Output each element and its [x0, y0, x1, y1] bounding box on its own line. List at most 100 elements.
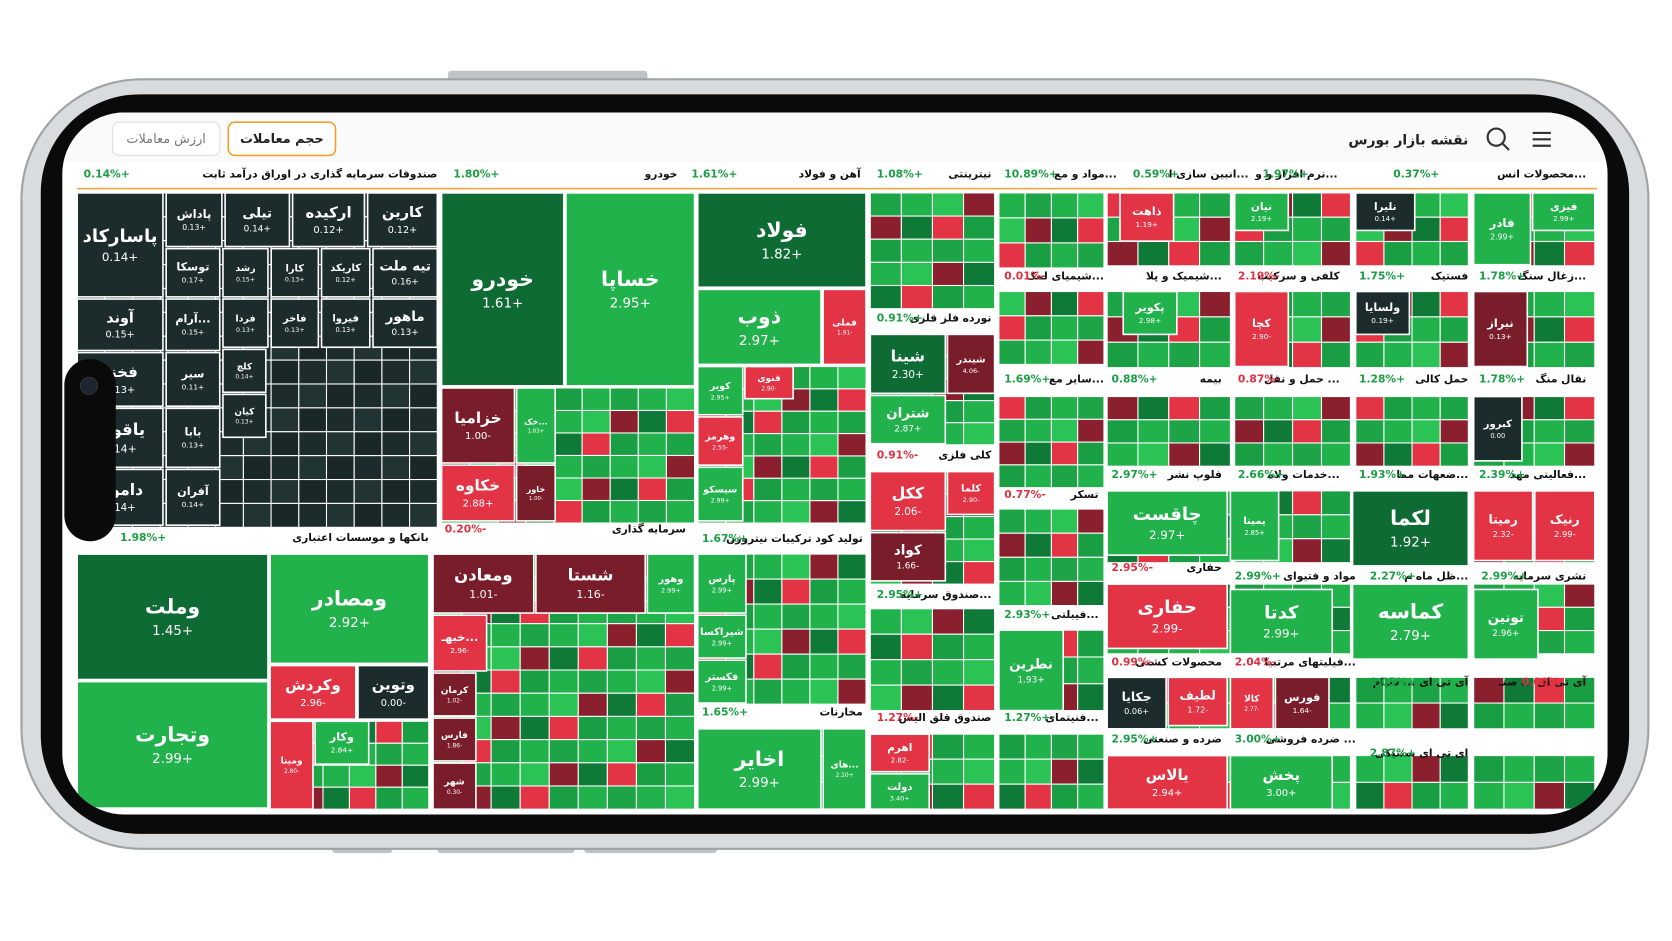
- stock-cell: [325, 455, 355, 481]
- stock-cell: [490, 739, 521, 764]
- stock-cell: [1077, 508, 1105, 534]
- stock-cell: [490, 669, 521, 694]
- stock-cell: [635, 762, 667, 787]
- stock-name: ذاهت: [1132, 205, 1162, 218]
- stock-cell: [409, 455, 438, 481]
- stock-cell: [1137, 341, 1170, 369]
- sector-change: 0.91%+: [877, 311, 923, 324]
- stock-cell: [1292, 490, 1323, 516]
- stock-cell: [1199, 419, 1231, 444]
- stock-cell: [298, 455, 328, 481]
- stock-tile: [515, 387, 557, 464]
- stock-tile: [1354, 290, 1411, 336]
- stock-change: 2.19+: [1251, 215, 1272, 223]
- stock-change: 1.86-: [447, 743, 462, 749]
- stock-cell: [1503, 755, 1535, 783]
- stock-cell: [490, 623, 521, 648]
- menu-icon[interactable]: [1532, 131, 1551, 147]
- stock-name: رمیتا: [1488, 513, 1517, 527]
- stock-name: اخایر: [734, 747, 785, 771]
- stock-name: اهرم: [887, 742, 912, 754]
- sector-name: فیلیتهای مرتبیا...: [1264, 655, 1355, 668]
- stock-tile: [535, 553, 647, 614]
- stock-change: 0.00-: [381, 698, 407, 709]
- stock-cell: [664, 785, 696, 810]
- stock-cell: [1563, 583, 1596, 608]
- stock-cell: [1137, 442, 1170, 467]
- bar-sector-change: 0.14%+: [84, 168, 130, 181]
- stock-name: کرمان: [441, 686, 469, 696]
- stock-cell: [490, 692, 521, 717]
- sector-change: 1.27%+: [1004, 711, 1050, 724]
- stock-cell: [635, 692, 667, 717]
- stock-change: 2.32-: [1493, 529, 1514, 539]
- stock-tile: [432, 762, 477, 810]
- stock-cell: [664, 762, 696, 787]
- stock-cell: [931, 192, 965, 217]
- stock-cell: [1199, 316, 1231, 343]
- stock-name: پخش: [1262, 766, 1300, 785]
- stock-change: 0.13+: [285, 276, 305, 284]
- stock-name: دولت: [887, 782, 912, 793]
- stock-change: 2.99-: [1554, 529, 1576, 539]
- stock-cell: [581, 499, 611, 524]
- sector-change: 1.78%+: [1479, 270, 1525, 283]
- stock-tile: [165, 247, 221, 298]
- stock-cell: [1473, 702, 1505, 730]
- sector-change: 1.78%+: [1479, 372, 1525, 385]
- tab-active[interactable]: [227, 121, 337, 157]
- stock-change: 2.30+: [892, 369, 924, 381]
- stock-cell: [900, 215, 933, 240]
- stock-change: 1.91-: [837, 331, 852, 337]
- stock-cell: [606, 692, 637, 717]
- stock-cell: [809, 433, 839, 457]
- stock-cell: [1168, 240, 1201, 267]
- sector-change: 1.67%+: [702, 532, 748, 545]
- stock-tile: [76, 192, 164, 298]
- stock-cell: [353, 478, 383, 504]
- sector-change: 2.87%+: [1370, 746, 1416, 759]
- stock-cell: [1137, 240, 1170, 267]
- stock-cell: [353, 359, 383, 385]
- stock-tile: [946, 470, 996, 516]
- stock-cell: [1263, 240, 1294, 267]
- stock-change: 0.13+: [336, 326, 356, 334]
- stock-cell: [1199, 216, 1231, 243]
- stock-tile: [822, 288, 867, 366]
- stock-cell: [606, 646, 637, 671]
- search-icon[interactable]: [1486, 127, 1510, 151]
- bar-sector-change: 10.89%+: [1004, 168, 1058, 181]
- stock-change: 1.00-: [465, 431, 491, 442]
- stock-tile: [440, 387, 516, 464]
- sector-name: تولید کود ترکیبات نیتروژن: [726, 532, 863, 545]
- stock-change: 0.17+: [182, 276, 205, 285]
- sector-name: خدمات ولاه...: [1268, 468, 1340, 481]
- stock-cell: [963, 261, 996, 287]
- stock-cell: [609, 409, 639, 434]
- stock-cell: [270, 478, 300, 504]
- stock-cell: [609, 477, 639, 502]
- stock-cell: [1024, 418, 1052, 443]
- tab[interactable]: [112, 121, 221, 156]
- stock-cell: [1320, 419, 1351, 444]
- stock-cell: [298, 407, 328, 433]
- stock-cell: [519, 646, 550, 671]
- stock-cell: [963, 538, 996, 563]
- stock-cell: [781, 578, 811, 605]
- stock-cell: [1077, 396, 1105, 420]
- stock-tile: [224, 192, 291, 248]
- stock-tile: [165, 192, 223, 248]
- stock-cell: [270, 407, 300, 433]
- stock-name: شتران: [886, 406, 929, 422]
- stock-cell: [242, 478, 272, 504]
- stock-cell: [1411, 341, 1441, 369]
- stock-name: فیزی: [1550, 201, 1577, 213]
- stock-change: 4.06-: [963, 367, 981, 375]
- stock-cell: [809, 455, 839, 479]
- stock-cell: [401, 720, 430, 744]
- stock-cell: [1563, 290, 1596, 318]
- stock-cell: [635, 623, 667, 648]
- stock-cell: [1320, 514, 1351, 540]
- stock-cell: [963, 284, 996, 310]
